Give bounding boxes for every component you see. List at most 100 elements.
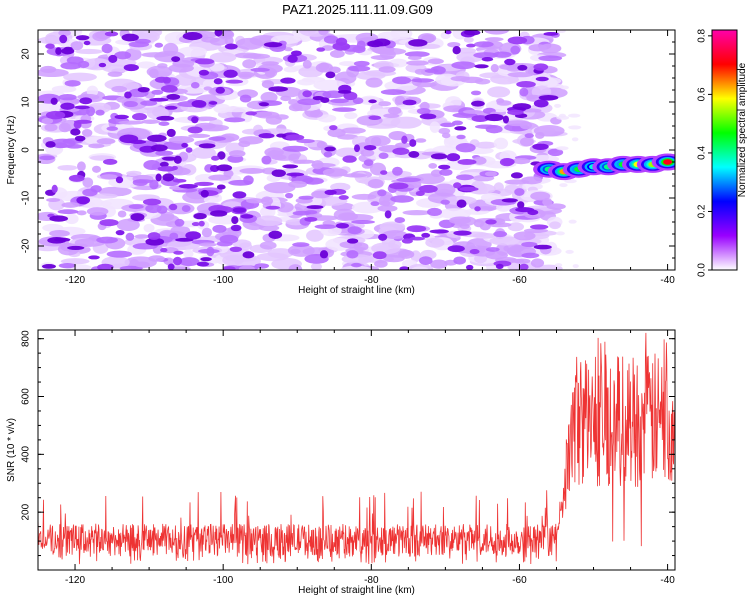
noise-blob-mid [57,209,79,215]
noise-blob-mid [58,94,77,101]
noise-blob-mid [455,174,474,181]
colorbar-tick-label: 0.6 [697,87,708,101]
noise-blob-mid [415,138,427,143]
noise-blob-mid [347,226,362,235]
noise-blob-mid [114,51,132,60]
noise-blob-strong [108,54,118,63]
noise-blob-strong [325,71,336,79]
noise-blob-strong [380,170,388,175]
noise-blob-mid [463,109,483,114]
noise-blob-mid [374,260,388,268]
noise-blob-mid [514,188,525,196]
noise-blob [493,137,509,150]
noise-blob-strong [312,95,325,101]
noise-blob-mid [66,56,84,65]
noise-blob-mid [261,155,272,165]
noise-blob-mid [507,72,534,78]
spectrogram-blobs [38,30,582,270]
noise-blob [390,116,422,129]
snr-y-axis-label: SNR (10 * v/v) [6,418,17,482]
noise-blob-mid [49,229,70,237]
noise-blob-mid [216,240,233,247]
noise-blob-mid [546,203,566,210]
noise-blob-mid [490,63,499,73]
noise-blob-strong [484,113,504,122]
noise-blob-mid [411,78,435,83]
noise-blob [489,236,522,246]
noise-blob-strong [47,237,67,244]
y-tick-label: 20 [21,48,32,60]
noise-blob-strong [510,172,523,179]
noise-blob-strong [258,133,275,139]
noise-blob-mid [547,148,564,157]
noise-blob-strong [193,212,207,220]
noise-blob-mid [188,133,211,138]
noise-blob-mid [206,246,215,257]
noise-blob [238,242,253,251]
noise-blob-mid [250,67,270,72]
noise-blob-mid [155,150,174,156]
noise-blob-strong [166,128,176,138]
noise-blob-mid [264,70,276,78]
noise-blob-strong [469,249,480,255]
noise-blob-strong [76,196,91,205]
noise-blob-tail [559,183,568,188]
noise-blob-mid [238,265,255,270]
noise-blob-strong [430,153,448,160]
noise-blob [137,61,156,69]
noise-blob-mid [96,138,116,145]
spectrogram-y-ticks: -20 -10 0 10 20 [21,29,675,271]
colorbar-tick-label: 0.2 [697,204,708,218]
noise-blob-strong [471,115,489,122]
noise-blob-mid [499,64,520,70]
noise-blob-mid [88,143,105,149]
noise-blob-strong [268,230,283,239]
noise-blob-strong [213,78,223,85]
noise-blob-strong [60,102,75,110]
noise-blob [507,222,525,232]
noise-blob-mid [254,111,280,119]
noise-blob-mid [510,45,521,55]
noise-blob-strong [245,111,258,116]
x-tick-label: -60 [512,575,527,586]
noise-blob-mid [485,247,500,252]
noise-blob-mid [427,58,444,65]
noise-blob-strong [392,147,410,155]
noise-blob-tail [555,146,569,151]
noise-blob-strong [346,238,359,244]
noise-blob-mid [332,107,357,112]
spectrogram-x-ticks: -120 -100 -80 -60 -40 [37,30,675,286]
noise-blob-mid [61,202,80,208]
noise-blob-mid [118,120,145,125]
noise-blob-mid [53,142,68,149]
noise-blob-strong [456,199,467,208]
noise-blob-strong [223,266,236,270]
noise-blob [255,215,283,227]
noise-blob-mid [134,234,150,239]
noise-blob-mid [280,95,292,102]
noise-blob-mid [224,36,234,46]
noise-blob-mid [530,258,545,268]
noise-blob-strong [208,101,218,105]
noise-blob-mid [449,216,471,225]
noise-blob-mid [283,47,293,52]
noise-blob-strong [429,229,449,234]
noise-blob-mid [203,86,213,91]
noise-blob-strong [74,135,86,142]
noise-blob-mid [168,63,194,73]
noise-blob-mid [106,126,119,131]
noise-blob-mid [169,232,179,240]
y-tick-label: 10 [21,96,32,108]
noise-blob-mid [119,265,143,270]
x-tick-label: -80 [364,575,379,586]
noise-blob-strong [167,263,175,270]
noise-blob-strong [406,225,427,233]
noise-blob-mid [496,98,505,104]
noise-blob-mid [484,37,504,42]
noise-blob-mid [314,224,337,230]
noise-blob-mid [395,142,411,149]
noise-blob-mid [521,252,540,259]
noise-blob-strong [421,232,431,238]
noise-blob-mid [149,68,159,79]
noise-blob-strong [162,76,171,84]
